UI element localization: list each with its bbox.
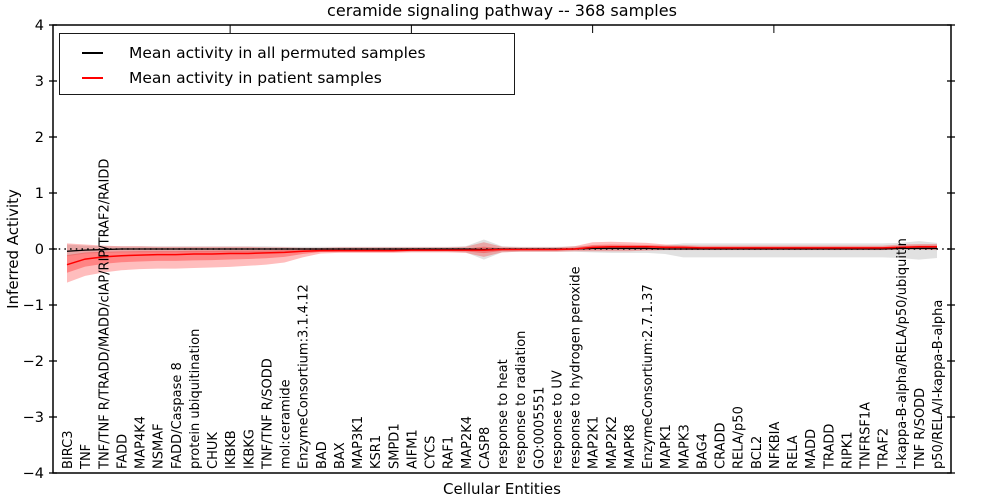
- x-axis-title: Cellular Entities: [443, 480, 561, 498]
- x-tick-label: p50/RELA/I-kappa-B-alpha: [931, 300, 946, 469]
- x-tick-label: TRADD: [822, 424, 837, 470]
- x-tick-label: IKBKB: [224, 430, 239, 469]
- x-tick-label: NSMAF: [152, 423, 167, 469]
- x-tick-label: MAP2K2: [605, 416, 620, 469]
- legend-item-patient: Mean activity in patient samples: [60, 65, 514, 90]
- y-tick-label: −4: [23, 466, 44, 482]
- x-tick-label: MAP4K4: [134, 416, 149, 469]
- y-tick-label: 3: [35, 74, 44, 90]
- x-tick-label: MAPK3: [677, 424, 692, 469]
- x-tick-label: RAF1: [442, 436, 457, 469]
- x-tick-label: AIFM1: [405, 429, 420, 469]
- x-tick-label: BIRC3: [61, 431, 76, 470]
- x-tick-label: MAPK8: [623, 424, 638, 469]
- x-tick-label: mol:ceramide: [279, 379, 294, 469]
- x-tick-label: CYCS: [424, 436, 439, 469]
- patient-mean-line: [66, 246, 937, 266]
- x-tick-label: MAP3K1: [351, 416, 366, 469]
- patient-confidence-band-inner: [67, 244, 937, 273]
- x-tick-label: MADD: [804, 429, 819, 469]
- y-tick-label: 0: [35, 242, 44, 258]
- permuted-line-swatch: [82, 51, 103, 54]
- x-tick-label: BAG4: [695, 433, 710, 469]
- x-tick-label: MAP2K1: [587, 416, 602, 469]
- x-tick-label: TRAF2: [877, 428, 892, 470]
- chart-title: ceramide signaling pathway -- 368 sample…: [327, 1, 677, 20]
- x-tick-label: response to hydrogen peroxide: [569, 266, 584, 469]
- legend-label-patient: Mean activity in patient samples: [129, 68, 382, 87]
- x-tick-label: protein ubiquitination: [188, 329, 203, 469]
- x-tick-label: response to UV: [550, 370, 565, 469]
- y-tick-label: −2: [23, 354, 44, 370]
- x-tick-label: CHUK: [206, 432, 221, 469]
- x-tick-label: EnzymeConsortium:3.1.4.12: [297, 284, 312, 469]
- x-tick-label: TNF/TNF R/TRADD/MADD/cIAP/RIP/TRAF2/RAID…: [97, 159, 112, 470]
- y-tick-label: 1: [35, 186, 44, 202]
- x-tick-label: TNF R/SODD: [913, 388, 928, 470]
- x-tick-label: BCL2: [750, 436, 765, 469]
- x-tick-label: BAX: [333, 442, 348, 469]
- x-tick-label: FADD: [115, 434, 130, 469]
- y-tick-label: −1: [23, 298, 44, 314]
- x-tick-label: FADD/Caspase 8: [170, 362, 185, 469]
- x-tick-label: MAP2K4: [460, 416, 475, 469]
- x-tick-label: SMPD1: [387, 423, 402, 469]
- y-tick-label: 4: [35, 18, 44, 34]
- x-tick-label: response to heat: [496, 359, 511, 469]
- x-tick-label: BAD: [315, 441, 330, 469]
- y-tick-label: −3: [23, 410, 44, 426]
- legend-item-permuted: Mean activity in all permuted samples: [60, 40, 514, 65]
- x-tick-label: CRADD: [714, 423, 729, 470]
- x-tick-label: I-kappa-B-alpha/RELA/p50/ubiquitin: [895, 238, 910, 469]
- y-axis-title: Inferred Activity: [4, 189, 22, 309]
- x-tick-label: GO:0005551: [532, 387, 547, 469]
- patient-line-swatch: [82, 76, 103, 79]
- x-tick-label: RELA/p50: [732, 406, 747, 469]
- x-tick-label: KSR1: [369, 435, 384, 469]
- y-tick-label: 2: [35, 130, 44, 146]
- x-tick-label: TNF: [79, 444, 94, 470]
- x-tick-label: RELA: [786, 435, 801, 469]
- x-tick-label: EnzymeConsortium:2.7.1.37: [641, 284, 656, 469]
- x-tick-label: TNF/TNF R/SODD: [260, 358, 275, 470]
- x-tick-label: RIPK1: [840, 431, 855, 469]
- x-tick-label: CASP8: [478, 427, 493, 469]
- legend: Mean activity in all permuted samples Me…: [59, 33, 515, 95]
- legend-label-permuted: Mean activity in all permuted samples: [129, 43, 426, 62]
- x-tick-label: NFKBIA: [768, 422, 783, 469]
- x-tick-label: TNFRSF1A: [859, 402, 874, 470]
- x-tick-label: IKBKG: [242, 429, 257, 469]
- x-tick-label: response to radiation: [514, 331, 529, 469]
- x-tick-label: MAPK1: [659, 424, 674, 469]
